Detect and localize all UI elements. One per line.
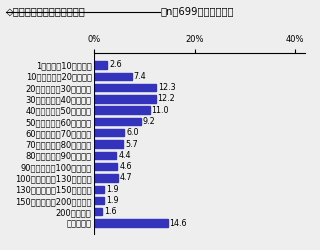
Bar (94, 140, 123, 148)
Text: ◇今夏のボーナス支給見込額: ◇今夏のボーナス支給見込額 (6, 6, 86, 16)
Bar (94, 72, 132, 80)
Bar (94, 129, 124, 136)
Text: 5.7: 5.7 (125, 140, 138, 148)
Text: （n＝699）　単位：％: （n＝699） 単位：％ (160, 6, 234, 16)
Text: 2.6: 2.6 (109, 60, 122, 70)
Text: 1.6: 1.6 (104, 207, 117, 216)
Bar (94, 61, 108, 69)
Text: 4.6: 4.6 (119, 162, 132, 171)
Bar (94, 106, 149, 114)
Bar (94, 208, 102, 216)
Text: 9.2: 9.2 (142, 117, 155, 126)
Text: 7.4: 7.4 (133, 72, 146, 81)
Bar (94, 95, 156, 102)
Text: 4.7: 4.7 (120, 174, 132, 182)
Text: 1.9: 1.9 (106, 185, 119, 194)
Text: 6.0: 6.0 (126, 128, 139, 137)
Bar (94, 84, 156, 91)
Text: 12.2: 12.2 (157, 94, 175, 103)
Text: 11.0: 11.0 (152, 106, 169, 115)
Bar (94, 152, 116, 159)
Bar (94, 197, 104, 204)
Bar (94, 174, 118, 182)
Bar (94, 220, 168, 227)
Bar (94, 186, 104, 193)
Text: 14.6: 14.6 (170, 218, 187, 228)
Text: 12.3: 12.3 (158, 83, 176, 92)
Bar (94, 118, 140, 125)
Bar (94, 163, 117, 170)
Text: 4.4: 4.4 (118, 151, 131, 160)
Text: 1.9: 1.9 (106, 196, 119, 205)
